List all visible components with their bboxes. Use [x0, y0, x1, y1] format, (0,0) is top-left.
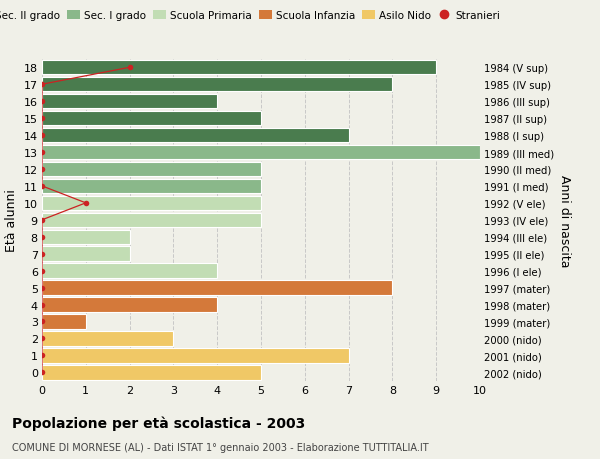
Bar — [42, 331, 173, 346]
Bar — [42, 162, 261, 177]
Bar — [42, 281, 392, 295]
Bar — [42, 264, 217, 278]
Bar — [42, 348, 349, 363]
Bar — [42, 213, 261, 228]
Bar — [42, 61, 436, 75]
Bar — [42, 314, 86, 329]
Bar — [42, 78, 392, 92]
Bar — [42, 129, 349, 143]
Y-axis label: Anni di nascita: Anni di nascita — [558, 174, 571, 267]
Legend: Sec. II grado, Sec. I grado, Scuola Primaria, Scuola Infanzia, Asilo Nido, Stran: Sec. II grado, Sec. I grado, Scuola Prim… — [0, 7, 504, 25]
Bar — [42, 365, 261, 380]
Bar — [42, 298, 217, 312]
Text: COMUNE DI MORNESE (AL) - Dati ISTAT 1° gennaio 2003 - Elaborazione TUTTITALIA.IT: COMUNE DI MORNESE (AL) - Dati ISTAT 1° g… — [12, 442, 428, 452]
Bar — [42, 95, 217, 109]
Bar — [42, 179, 261, 194]
Bar — [42, 112, 261, 126]
Bar — [42, 196, 261, 211]
Bar — [42, 247, 130, 261]
Bar — [42, 146, 480, 160]
Y-axis label: Età alunni: Età alunni — [5, 189, 18, 252]
Bar — [42, 230, 130, 244]
Text: Popolazione per età scolastica - 2003: Popolazione per età scolastica - 2003 — [12, 415, 305, 430]
